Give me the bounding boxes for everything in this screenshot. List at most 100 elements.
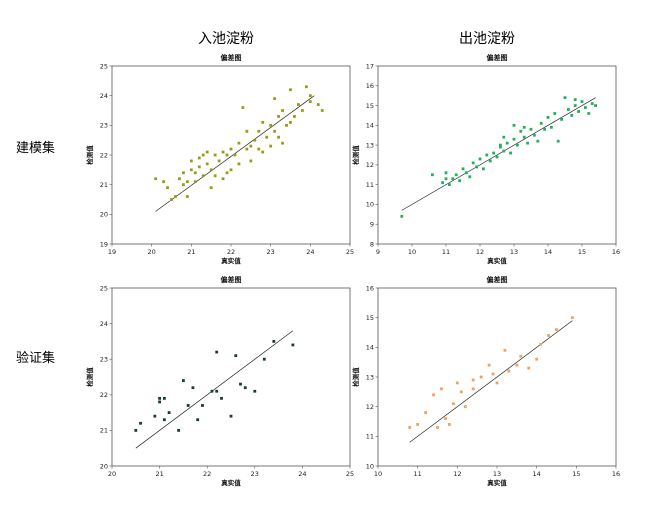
data-point (485, 153, 489, 157)
y-tick-label: 16 (366, 284, 374, 292)
data-point (546, 116, 550, 119)
column-header-out-pool-starch: 出池淀粉 (459, 31, 515, 47)
data-point (522, 125, 526, 129)
data-point (495, 381, 499, 385)
y-tick-label: 19 (100, 240, 108, 248)
data-point (257, 129, 261, 133)
y-tick-label: 10 (366, 201, 374, 209)
y-tick-label: 12 (366, 403, 374, 411)
x-axis-label: 真实值 (487, 256, 507, 265)
y-tick-label: 16 (366, 82, 374, 90)
data-point (289, 88, 292, 92)
data-point (249, 144, 253, 148)
data-point (197, 165, 201, 169)
data-point (471, 387, 475, 391)
data-point (209, 168, 213, 172)
data-point (577, 110, 580, 113)
fit-line (135, 330, 294, 449)
chart-title: 偏差图 (487, 275, 508, 284)
y-tick-label: 22 (100, 391, 108, 399)
data-point (269, 144, 273, 148)
y-tick-label: 15 (366, 102, 374, 110)
data-point (174, 195, 177, 198)
data-point (563, 96, 567, 100)
data-point (488, 159, 492, 163)
data-point (281, 141, 284, 145)
data-point (182, 171, 185, 175)
data-point (281, 109, 284, 112)
scatter-chart-in-pool-validation: 偏差图 20 21 22 23 24 25 20 21 22 23 24 25 真实值 检测值 (85, 275, 354, 487)
data-point (213, 174, 217, 178)
data-point (519, 354, 523, 358)
data-point (225, 153, 229, 157)
data-point (197, 156, 201, 160)
data-point (221, 177, 225, 181)
data-point (400, 214, 404, 218)
data-point (487, 363, 491, 367)
data-point (320, 109, 324, 112)
x-tick-label: 13 (493, 470, 501, 478)
data-point (215, 389, 219, 393)
data-point (253, 138, 257, 142)
y-tick-label: 9 (370, 221, 374, 229)
data-point (539, 342, 543, 346)
data-point (522, 135, 526, 139)
data-point (201, 404, 204, 407)
data-point (512, 137, 516, 141)
data-point (167, 411, 171, 414)
data-point (550, 125, 553, 129)
x-tick-label: 15 (578, 248, 586, 256)
x-tick-label: 12 (453, 470, 461, 478)
x-tick-label: 16 (612, 248, 620, 256)
data-point (273, 97, 277, 101)
data-point (547, 334, 550, 337)
data-point (556, 139, 560, 143)
data-point (241, 106, 245, 109)
data-point (465, 171, 468, 175)
data-point (273, 129, 277, 133)
data-point (455, 381, 459, 385)
data-point (189, 159, 193, 163)
y-tick-label: 20 (100, 462, 108, 470)
data-point (162, 396, 166, 400)
data-point (253, 389, 257, 393)
data-point (440, 387, 443, 391)
data-point (535, 357, 539, 361)
data-point (431, 173, 434, 177)
data-point (512, 123, 516, 127)
data-point (229, 414, 233, 418)
x-tick-label: 21 (187, 248, 195, 256)
data-point (543, 127, 546, 131)
data-point (594, 104, 597, 107)
data-point (499, 143, 502, 147)
data-point (237, 141, 241, 145)
x-tick-label: 24 (298, 470, 306, 478)
y-axis-label: 检测值 (85, 145, 94, 165)
data-point (451, 177, 455, 181)
data-point (424, 411, 427, 414)
row-header-validation-set: 验证集 (16, 351, 56, 366)
data-point (587, 112, 591, 115)
scatter-chart-in-pool-modeling: 偏差图 19 20 21 22 23 24 25 19 20 21 22 23 24 25 真实值 检测值 (85, 53, 354, 265)
data-point (233, 153, 237, 157)
column-header-in-pool-starch: 入池淀粉 (198, 31, 254, 47)
y-tick-label: 24 (100, 92, 108, 100)
y-tick-label: 25 (100, 62, 108, 70)
plot-area (111, 65, 351, 245)
data-point (301, 109, 304, 112)
data-point (210, 389, 214, 393)
data-point (186, 404, 190, 407)
data-point (205, 162, 209, 166)
data-point (478, 157, 482, 161)
data-point (193, 171, 197, 175)
data-point (245, 129, 249, 133)
data-point (499, 145, 502, 149)
y-tick-label: 11 (366, 181, 374, 189)
data-point (277, 135, 280, 139)
data-point (158, 400, 161, 404)
x-tick-label: 19 (108, 248, 116, 256)
data-point (471, 378, 475, 382)
y-tick-label: 17 (366, 62, 374, 70)
x-tick-label: 13 (510, 248, 518, 256)
y-tick-label: 23 (100, 356, 108, 364)
